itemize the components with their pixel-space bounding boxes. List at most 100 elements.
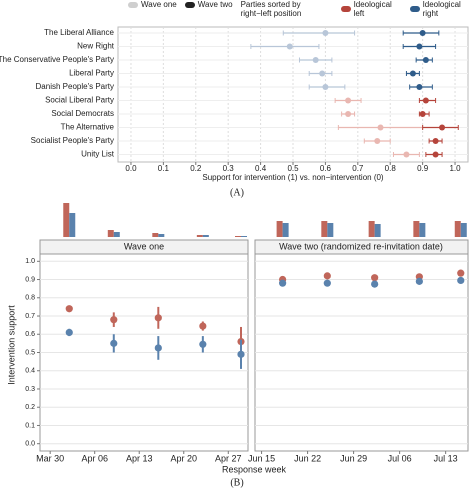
point [154, 314, 162, 322]
point [110, 316, 118, 324]
point [279, 279, 287, 287]
x-tick-label: 0.4 [255, 164, 267, 173]
y-tick-label: Liberal Party [69, 69, 114, 78]
histogram-bar [202, 235, 209, 237]
x-tick-label: Jul 13 [434, 453, 458, 463]
point [419, 111, 426, 117]
legend-swatch [409, 6, 420, 12]
y-tick-label: 1.0 [25, 258, 35, 265]
y-tick-label: The Alternative [61, 123, 115, 132]
point [345, 111, 352, 117]
point [323, 272, 331, 280]
facet-title: Wave two (randomized re-invitation date) [279, 241, 443, 251]
y-tick-label: New Right [77, 42, 115, 51]
x-tick-label: 0.9 [417, 164, 429, 173]
point [312, 57, 319, 63]
facet-title: Wave one [124, 241, 164, 251]
point [403, 151, 410, 158]
point [377, 124, 384, 131]
y-tick-label: 0.9 [25, 276, 35, 283]
legend-title: Parties sorted by right−left position [240, 0, 302, 18]
facet-strip [39, 239, 249, 255]
x-tick-label: 0.3 [223, 164, 235, 173]
y-tick-label: 0.2 [25, 404, 35, 411]
point [110, 339, 118, 347]
point [416, 43, 423, 50]
histogram-bar [235, 236, 242, 237]
y-tick-label: 0.7 [25, 313, 35, 320]
point [319, 70, 326, 77]
y-tick-label: Social Democrats [51, 109, 114, 118]
y-tick-label: 0.1 [25, 422, 35, 429]
histogram-bar [374, 224, 381, 237]
histogram-bar [196, 235, 203, 237]
x-tick-label: Apr 06 [81, 453, 108, 463]
point [371, 274, 379, 282]
caption: (B) [230, 477, 243, 488]
point [371, 280, 379, 288]
facet-frame [254, 239, 469, 452]
point [409, 70, 416, 77]
point [345, 97, 352, 104]
x-tick-label: Jun 15 [248, 453, 275, 463]
point [322, 30, 329, 36]
histogram-bar [327, 223, 334, 237]
y-tick-label: 0.6 [25, 331, 35, 338]
point [439, 124, 446, 131]
y-tick-label: Danish People's Party [36, 82, 114, 91]
y-tick-label: 0.4 [25, 368, 35, 375]
x-tick-label: 0.5 [287, 164, 299, 173]
x-tick-label: 0.8 [385, 164, 397, 173]
histogram-bar [419, 223, 426, 237]
legend-item: Ideological right [409, 0, 471, 18]
point [322, 84, 329, 90]
point [199, 322, 207, 330]
x-tick-label: Apr 27 [215, 453, 242, 463]
point [65, 305, 73, 313]
y-tick-label: 0.0 [25, 441, 35, 448]
point [286, 43, 293, 50]
point [432, 151, 439, 158]
x-tick-label: 0.7 [352, 164, 364, 173]
histogram-bar [460, 223, 467, 237]
y-tick-label: The Liberal Alliance [44, 28, 114, 37]
legend-swatch [184, 1, 195, 8]
y-tick-label: 0.3 [25, 386, 35, 393]
histogram-bar [241, 236, 248, 237]
facet-frame [39, 239, 249, 452]
facet-strip [254, 239, 469, 255]
y-tick-label: 0.5 [25, 349, 35, 356]
point [419, 30, 426, 36]
x-tick-label: Jun 22 [294, 453, 321, 463]
x-tick-label: Jul 06 [388, 453, 412, 463]
legend: Wave one Wave two Parties sorted by right−… [128, 0, 471, 18]
legend-swatch [340, 6, 351, 12]
histogram-bar [282, 223, 289, 237]
histogram-bar [69, 213, 76, 237]
point [154, 344, 162, 352]
point [422, 57, 429, 63]
x-tick-label: 0.1 [158, 164, 170, 173]
histogram-bar [321, 221, 328, 237]
point [416, 84, 423, 90]
legend-item: Ideological left [340, 0, 402, 18]
histogram-bar [152, 233, 159, 237]
histogram-bar [368, 221, 375, 237]
y-tick-label: Social Liberal Party [45, 96, 114, 105]
point [65, 328, 73, 337]
x-tick-label: Jun 29 [340, 453, 367, 463]
x-tick-label: Apr 13 [126, 453, 153, 463]
histogram-bar [63, 203, 70, 237]
x-axis-label: Support for intervention (1) vs. non−int… [202, 173, 384, 182]
x-axis-label: Response week [222, 464, 287, 474]
histogram-bar [454, 221, 461, 237]
y-tick-label: Socialist People's Party [31, 136, 114, 145]
y-tick-label: Unity List [81, 150, 115, 159]
histogram-bar [413, 221, 420, 237]
x-tick-label: Mar 30 [36, 453, 64, 463]
point [432, 138, 439, 144]
legend-item: Wave two [184, 0, 233, 9]
legend-label: Wave two [197, 0, 233, 9]
